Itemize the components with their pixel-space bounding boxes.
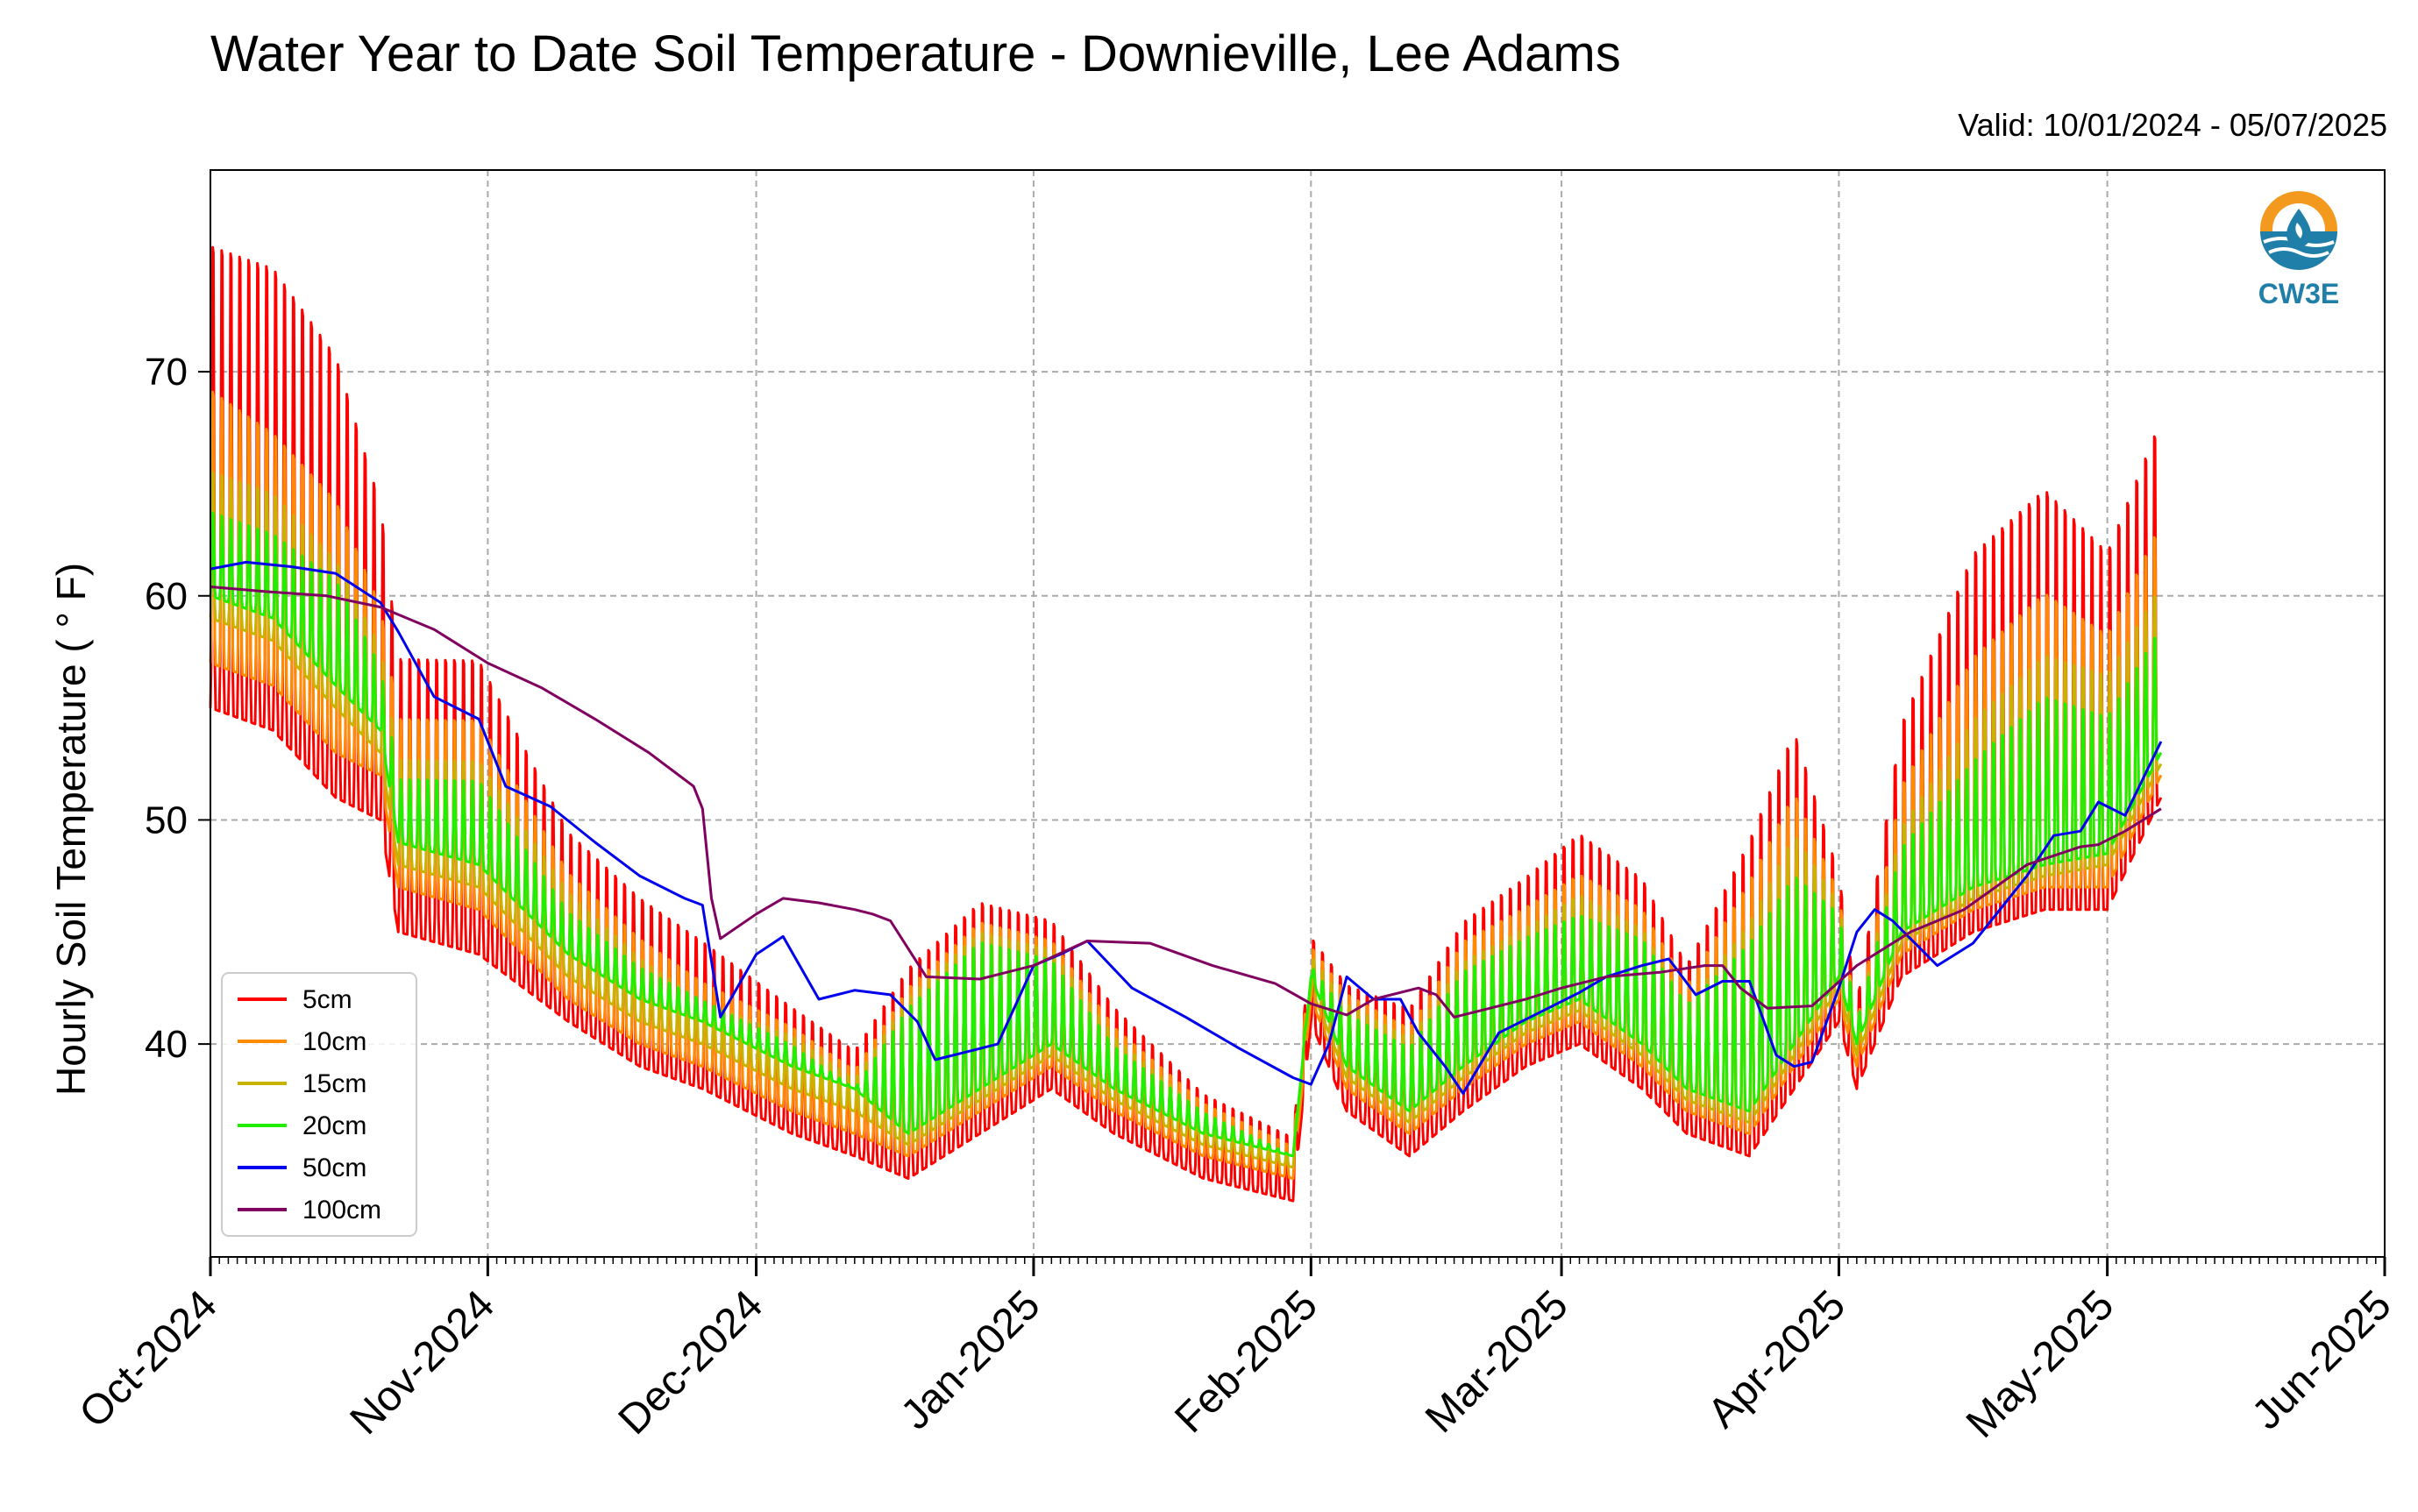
legend-label-5cm: 5cm (302, 985, 352, 1014)
legend: 5cm 10cm 15cm 20cm 50cm 100cm (221, 972, 417, 1237)
x-tick-label: Oct-2024 (71, 1281, 226, 1437)
x-tick-label: Nov-2024 (342, 1281, 504, 1444)
series-line-50cm (210, 560, 2163, 1095)
y-tick-label: 60 (145, 575, 188, 618)
logo-text: CW3E (2258, 278, 2339, 309)
series-line-100cm (210, 586, 2162, 1019)
x-tick-label: Jan-2025 (893, 1281, 1049, 1438)
legend-label-100cm: 100cm (302, 1196, 381, 1225)
x-tick-label: May-2025 (1958, 1281, 2123, 1446)
x-tick-label: Mar-2025 (1417, 1281, 1577, 1442)
series-line-20cm (209, 511, 2163, 1158)
y-tick-label: 50 (145, 799, 188, 841)
valid-date-range: Valid: 10/01/2024 - 05/07/2025 (1958, 107, 2387, 143)
x-tick-label: Apr-2025 (1699, 1281, 1854, 1437)
y-tick-label: 70 (145, 351, 188, 394)
legend-label-10cm: 10cm (302, 1027, 366, 1056)
legend-label-50cm: 50cm (302, 1154, 366, 1182)
legend-label-20cm: 20cm (302, 1111, 366, 1140)
plot-frame (210, 169, 2386, 1258)
legend-frame (221, 972, 417, 1237)
series-line-10cm (209, 390, 2163, 1180)
chart-title: Water Year to Date Soil Temperature - Do… (210, 25, 1621, 82)
legend-label-15cm: 15cm (302, 1069, 366, 1098)
series-line-15cm (209, 471, 2163, 1169)
series-layer (209, 245, 2163, 1203)
logo-drop-highlight (2295, 223, 2303, 238)
series-line-5cm (209, 245, 2163, 1203)
x-tick-label: Dec-2024 (610, 1281, 772, 1444)
cw3e-logo: CW3E (2258, 191, 2339, 309)
x-tick-label: Feb-2025 (1166, 1281, 1326, 1442)
y-axis-label: Hourly Soil Temperature ( ° F) (48, 563, 94, 1096)
x-tick-label: Jun-2025 (2244, 1281, 2400, 1438)
y-tick-label: 40 (145, 1023, 188, 1066)
